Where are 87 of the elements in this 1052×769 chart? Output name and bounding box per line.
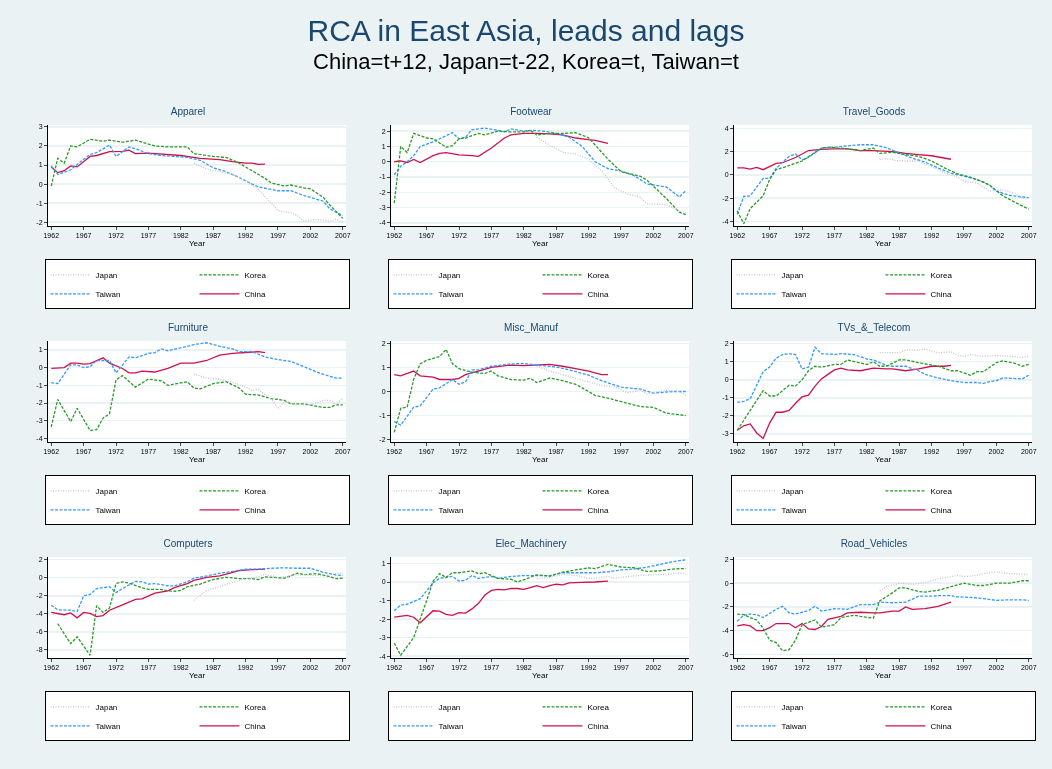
line-series <box>736 148 952 171</box>
chart-title: Elec_Machinery <box>495 538 567 550</box>
chart-title: Road_Vehicles <box>840 538 908 550</box>
line-series <box>393 129 687 216</box>
line-series <box>393 362 687 426</box>
legend-label: Korea <box>244 270 267 280</box>
legend-label: Taiwan <box>781 721 807 731</box>
legend-label: Korea <box>244 486 267 496</box>
line-series <box>50 149 266 174</box>
line-series <box>736 364 952 440</box>
line-series <box>393 132 609 164</box>
chart-title: Travel_Goods <box>842 106 906 118</box>
legend-label: Japan <box>781 486 804 496</box>
x-axis-title: Year <box>188 239 206 249</box>
legend-label: Taiwan <box>438 289 464 299</box>
legend-label: China <box>930 289 952 299</box>
line-series <box>536 365 687 396</box>
legend-label: China <box>930 505 952 515</box>
line-series <box>50 350 266 374</box>
legend-label: China <box>930 721 952 731</box>
line-series <box>193 373 344 409</box>
legend-label: China <box>587 289 609 299</box>
line-series <box>736 359 1030 431</box>
legend-label: Japan <box>781 270 804 280</box>
legend-label: Japan <box>95 702 118 712</box>
x-axis-title: Year <box>874 455 892 465</box>
chart-title: TVs_&_Telecom <box>837 322 911 334</box>
line-series <box>50 342 344 385</box>
legend-label: Japan <box>438 270 461 280</box>
legend-label: Korea <box>587 486 610 496</box>
legend-label: Taiwan <box>781 289 807 299</box>
x-axis-title: Year <box>874 239 892 249</box>
x-axis-title: Year <box>188 671 206 681</box>
line-series <box>736 580 1030 652</box>
legend-label: Korea <box>587 702 610 712</box>
legend-label: Korea <box>587 270 610 280</box>
line-series <box>536 136 687 214</box>
x-axis-title: Year <box>531 455 549 465</box>
legend-label: Japan <box>438 702 461 712</box>
line-series <box>193 162 344 223</box>
line-series <box>393 127 687 198</box>
legend-label: Japan <box>95 270 118 280</box>
line-series <box>393 580 609 624</box>
line-series <box>393 348 687 434</box>
legend-label: Korea <box>930 270 953 280</box>
legend-label: China <box>244 289 266 299</box>
chart-title: Furniture <box>167 322 209 334</box>
line-series <box>736 346 1030 403</box>
chart-title: Misc_Manuf <box>504 322 559 334</box>
line-series <box>57 572 344 656</box>
legend-label: Japan <box>781 702 804 712</box>
text: RCA in East Asia, leads and lags <box>306 13 746 48</box>
line-series <box>736 601 952 632</box>
line-series <box>50 374 344 432</box>
legend-label: Korea <box>930 486 953 496</box>
legend-label: China <box>244 721 266 731</box>
legend-label: Korea <box>930 702 953 712</box>
legend-label: China <box>587 505 609 515</box>
line-series <box>393 363 609 381</box>
x-axis-title: Year <box>531 671 549 681</box>
x-axis-title: Year <box>874 671 892 681</box>
legend-label: Korea <box>244 702 267 712</box>
line-series <box>393 559 687 612</box>
line-series <box>193 572 344 601</box>
legend-label: Taiwan <box>95 289 121 299</box>
line-series <box>50 568 266 619</box>
chart-title: Computers <box>163 538 213 550</box>
legend-label: China <box>244 505 266 515</box>
line-series <box>393 563 687 656</box>
legend-label: Japan <box>438 486 461 496</box>
chart-title: Footwear <box>510 106 553 118</box>
chart-title: Apparel <box>170 106 206 118</box>
legend-label: Japan <box>95 486 118 496</box>
legend-label: Taiwan <box>438 505 464 515</box>
x-axis-title: Year <box>531 239 549 249</box>
legend-label: Taiwan <box>95 721 121 731</box>
legend-label: Taiwan <box>438 721 464 731</box>
legend-label: Taiwan <box>781 505 807 515</box>
x-axis-title: Year <box>188 455 206 465</box>
legend-label: China <box>587 721 609 731</box>
line-series <box>736 594 1030 622</box>
line-series <box>879 571 1030 592</box>
line-series <box>879 158 1030 199</box>
line-series <box>879 348 1030 358</box>
text: China=t+12, Japan=t-22, Korea=t, Taiwan=t <box>312 48 740 76</box>
line-series <box>50 567 344 613</box>
legend-label: Taiwan <box>95 505 121 515</box>
